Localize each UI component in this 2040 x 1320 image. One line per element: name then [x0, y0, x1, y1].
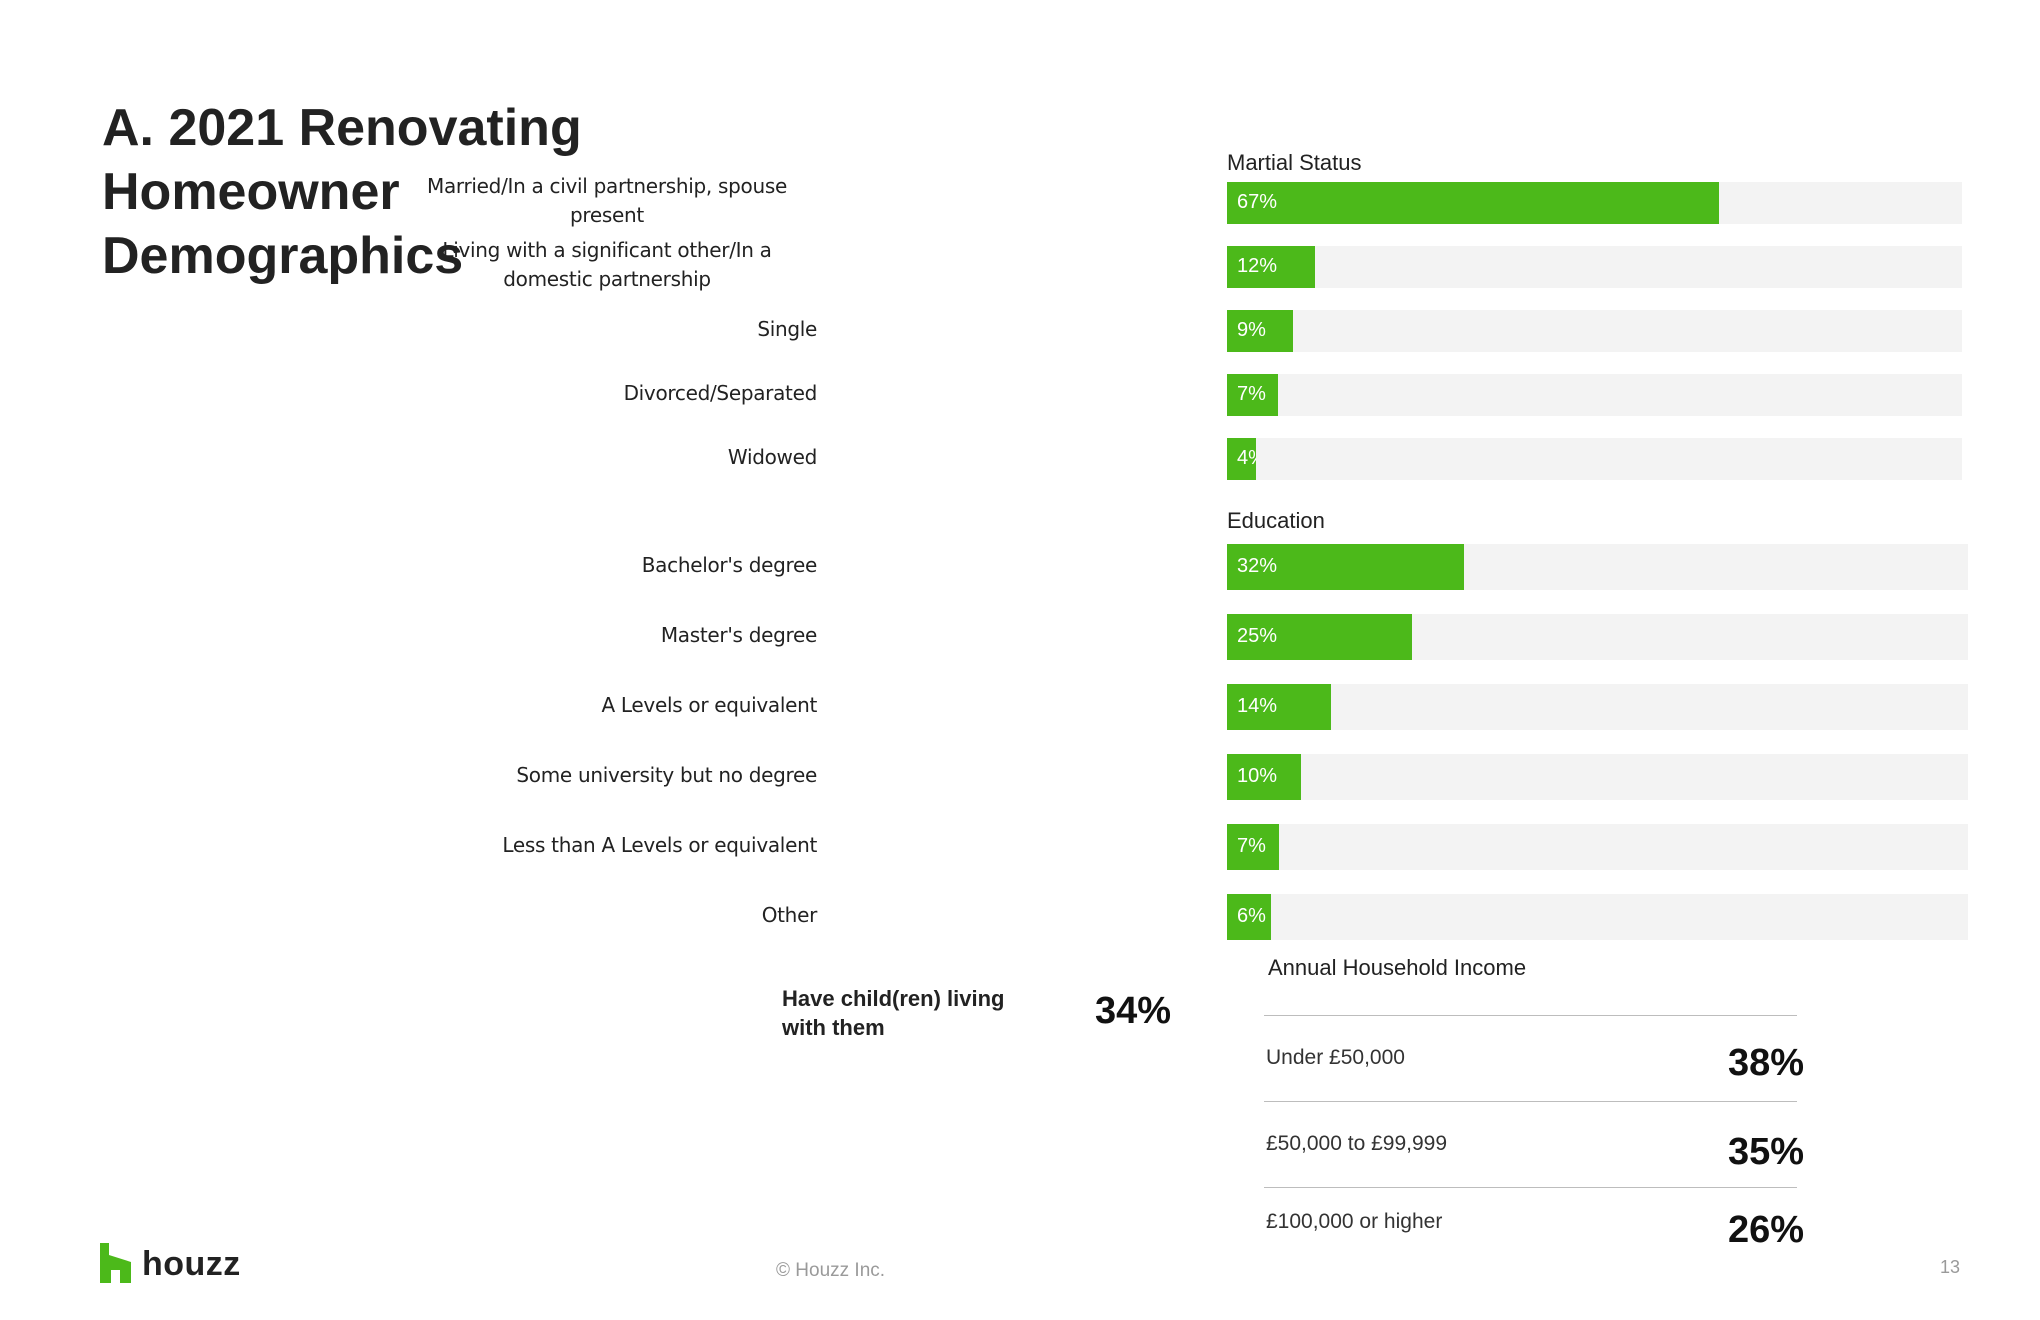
- bar-track: [1227, 824, 1968, 870]
- bar-category-label: Widowed: [727, 444, 817, 469]
- bar-category-label: Married/In a civil partnership, spouse p…: [427, 174, 787, 227]
- income-value-3: 26%: [1728, 1209, 1805, 1251]
- houzz-logo-icon: [100, 1243, 131, 1283]
- chart-title-education: Education: [1227, 508, 1325, 533]
- page-number: 13: [1940, 1257, 1961, 1277]
- income-value-1: 38%: [1728, 1042, 1805, 1084]
- bar-value-label: 6%: [1237, 905, 1266, 927]
- children-label: Have child(ren) living with them: [782, 986, 1005, 1040]
- brand-name: houzz: [142, 1245, 241, 1283]
- bar: [1227, 310, 1293, 352]
- bar-category-label: Master's degree: [660, 622, 817, 647]
- bar: [1227, 824, 1279, 870]
- bar: [1227, 374, 1278, 416]
- bar-category-label: Bachelor's degree: [641, 552, 818, 577]
- bar-track: [1227, 246, 1962, 288]
- bar-track: [1227, 754, 1968, 800]
- bar-category-label: Living with a significant other/In a dom…: [442, 238, 772, 291]
- bar-value-label: 67%: [1237, 191, 1278, 213]
- page-title: A. 2021 Renovating Homeowner Demographic…: [102, 99, 582, 285]
- bar: [1227, 544, 1464, 590]
- income-divider: [1264, 1101, 1797, 1102]
- bar-category-label: Some university but no degree: [516, 762, 817, 787]
- bar-value-label: 25%: [1237, 625, 1278, 647]
- bar-value-label: 32%: [1237, 555, 1278, 577]
- bar-value-label: 7%: [1237, 383, 1266, 405]
- chart-title-marital: Martial Status: [1227, 150, 1362, 175]
- bar-track: [1227, 894, 1968, 940]
- income-value-2: 35%: [1728, 1131, 1805, 1173]
- bar-value-label: 14%: [1237, 695, 1278, 717]
- bar-value-label: 9%: [1237, 319, 1266, 341]
- copyright: © Houzz Inc.: [776, 1260, 886, 1281]
- children-value: 34%: [1095, 990, 1172, 1032]
- bar: [1227, 246, 1315, 288]
- bar-category-label: Single: [757, 316, 817, 341]
- bar: [1227, 894, 1271, 940]
- bar: [1227, 754, 1301, 800]
- bar-value-label: 10%: [1237, 765, 1278, 787]
- bar-track: [1227, 684, 1968, 730]
- bar: [1227, 438, 1256, 480]
- income-divider: [1264, 1187, 1797, 1188]
- bar: [1227, 182, 1719, 224]
- bar-value-label: 12%: [1237, 255, 1278, 277]
- income-divider: [1264, 1015, 1797, 1016]
- bar-value-label: 7%: [1237, 835, 1266, 857]
- bar-track: [1227, 310, 1962, 352]
- income-title: Annual Household Income: [1268, 955, 1527, 980]
- bar-track: [1227, 438, 1962, 480]
- bar: [1227, 684, 1331, 730]
- bar-category-label: Less than A Levels or equivalent: [502, 832, 817, 857]
- income-label-2: £50,000 to £99,999: [1266, 1132, 1448, 1155]
- bar-category-label: Other: [761, 902, 818, 927]
- bar-track: [1227, 374, 1962, 416]
- bar-value-label: 4%: [1237, 447, 1256, 469]
- income-label-1: Under £50,000: [1266, 1046, 1405, 1069]
- income-label-3: £100,000 or higher: [1266, 1210, 1443, 1233]
- bar-category-label: A Levels or equivalent: [601, 692, 817, 717]
- bar-category-label: Divorced/Separated: [623, 380, 818, 405]
- bar: [1227, 614, 1412, 660]
